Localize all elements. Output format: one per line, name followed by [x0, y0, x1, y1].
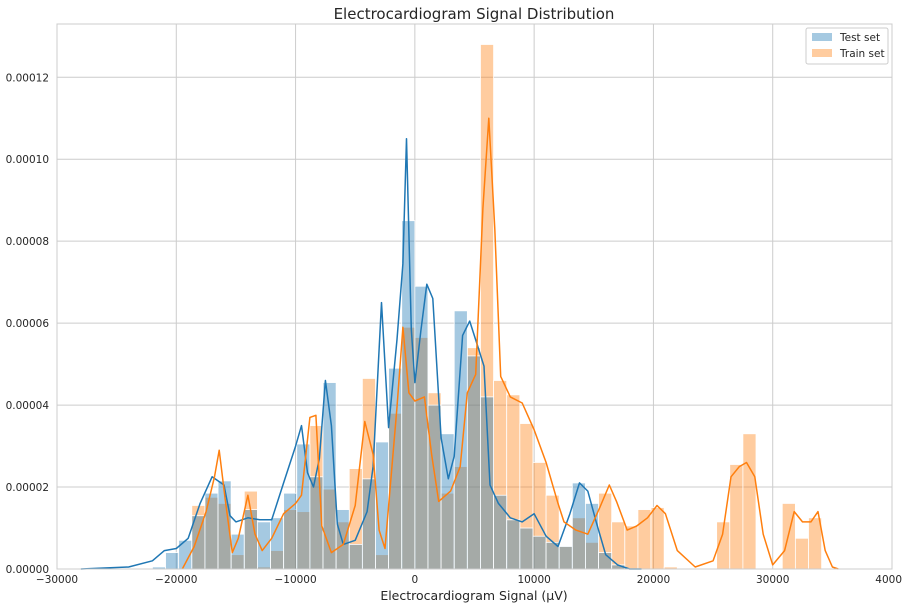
- test-set-bar: [558, 546, 573, 570]
- legend: Test set Train set: [805, 27, 889, 65]
- test-set-bar: [401, 220, 416, 570]
- y-tick-label: 0.00010: [6, 154, 49, 166]
- x-tick-label: 30000: [756, 574, 789, 586]
- test-set-bar: [427, 404, 442, 570]
- chart-title: Electrocardiogram Signal Distribution: [334, 5, 615, 23]
- legend-swatch-test: [812, 33, 832, 41]
- test-set-bar: [453, 310, 468, 570]
- train-set-bar: [637, 509, 652, 570]
- legend-label-test: Test set: [839, 32, 880, 44]
- test-set-bar: [519, 527, 534, 570]
- test-set-bar: [335, 509, 350, 570]
- plot-frame: [56, 23, 893, 570]
- test-set-bar: [204, 492, 219, 570]
- test-set-bar: [165, 552, 180, 570]
- axes-frame: [56, 23, 893, 570]
- y-tick-label: 0.00006: [6, 318, 50, 330]
- plot-background: [57, 24, 892, 569]
- train-set-bar: [624, 525, 639, 570]
- test-set-bar: [571, 482, 586, 570]
- x-tick-label: 10000: [517, 574, 550, 586]
- grid: [56, 24, 893, 570]
- y-tick-label: 0.00004: [6, 400, 50, 412]
- train-set-bar: [742, 433, 757, 570]
- train-set-bar: [729, 464, 744, 570]
- test-set-bar: [296, 443, 311, 570]
- test-set-bar: [348, 544, 363, 570]
- legend-label-train: Train set: [839, 48, 885, 60]
- train-set-bar: [794, 537, 809, 570]
- test-set-bar: [440, 433, 455, 570]
- kde-curves: [80, 117, 839, 570]
- test-set-bars: [152, 220, 626, 570]
- y-tick-label: 0.00012: [6, 72, 49, 84]
- test-set-bar: [388, 367, 403, 570]
- x-tick-label: −30000: [36, 574, 78, 586]
- x-tick-label: −10000: [274, 574, 316, 586]
- legend-box: [805, 27, 889, 65]
- x-axis-label: Electrocardiogram Signal (µV): [380, 588, 567, 603]
- test-set-bar: [532, 535, 547, 570]
- x-tick-label: 0: [412, 574, 419, 586]
- y-tick-label: 0.00002: [6, 482, 49, 494]
- y-tick-label: 0.00000: [6, 564, 49, 576]
- test-set-bar: [506, 519, 521, 570]
- train-set-bars: [191, 44, 823, 570]
- train-set-kde-line: [181, 117, 839, 570]
- x-tick-label: 20000: [637, 574, 670, 586]
- x-tick-label: −20000: [155, 574, 197, 586]
- y-tick-label: 0.00008: [6, 236, 49, 248]
- train-set-bar: [808, 517, 823, 570]
- legend-swatch-train: [812, 49, 832, 57]
- test-set-kde-line: [80, 137, 642, 570]
- train-set-bar: [650, 507, 665, 570]
